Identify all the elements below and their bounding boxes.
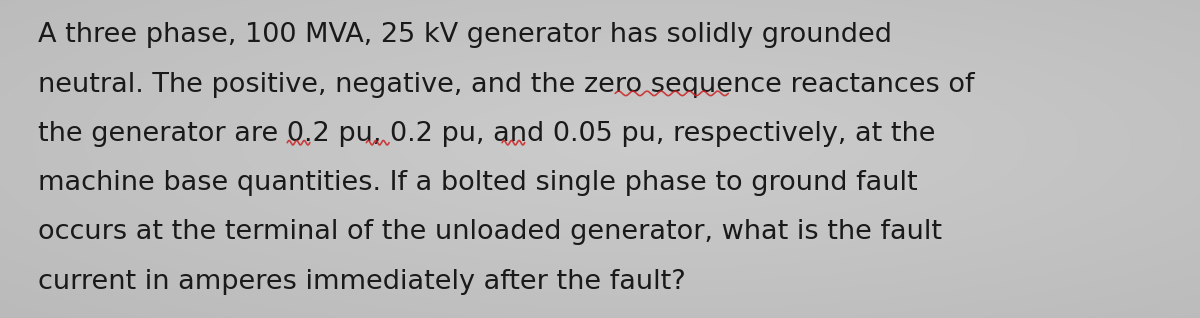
Text: A three phase, 100 MVA, 25 kV generator has solidly grounded: A three phase, 100 MVA, 25 kV generator … — [38, 22, 893, 48]
Text: occurs at the terminal of the unloaded generator, what is the fault: occurs at the terminal of the unloaded g… — [38, 219, 942, 245]
Text: current in amperes immediately after the fault?: current in amperes immediately after the… — [38, 269, 686, 295]
Text: machine base quantities. If a bolted single phase to ground fault: machine base quantities. If a bolted sin… — [38, 170, 918, 196]
Text: the generator are 0.2 pu, 0.2 pu, and 0.05 pu, respectively, at the: the generator are 0.2 pu, 0.2 pu, and 0.… — [38, 121, 936, 147]
Text: neutral. The positive, negative, and the zero sequence reactances of: neutral. The positive, negative, and the… — [38, 72, 974, 98]
